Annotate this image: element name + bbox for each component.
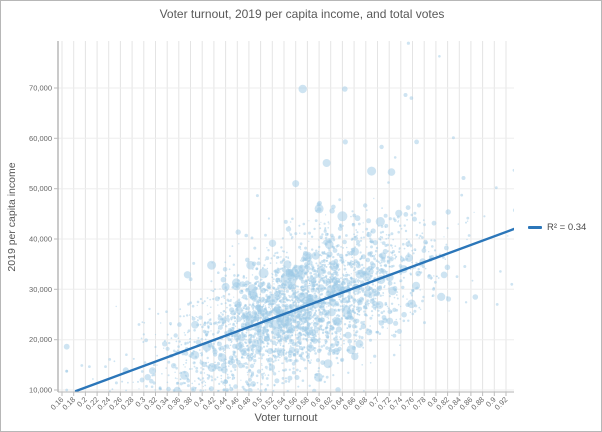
gridlines xyxy=(58,41,514,392)
svg-text:0.18: 0.18 xyxy=(60,395,77,412)
svg-text:0.58: 0.58 xyxy=(294,395,311,412)
svg-text:30,000: 30,000 xyxy=(29,285,52,294)
y-axis-title: 2019 per capita income xyxy=(6,162,18,272)
svg-text:70,000: 70,000 xyxy=(29,84,52,93)
svg-text:0.48: 0.48 xyxy=(236,395,253,412)
trendline-legend: R² = 0.34 xyxy=(528,222,586,233)
svg-text:20,000: 20,000 xyxy=(29,335,52,344)
trendline-swatch-icon xyxy=(528,226,542,229)
x-axis-title: Voter turnout xyxy=(254,412,318,424)
svg-text:0.88: 0.88 xyxy=(469,395,486,412)
trendline xyxy=(74,227,514,392)
svg-text:0.68: 0.68 xyxy=(353,395,370,412)
svg-text:40,000: 40,000 xyxy=(29,235,52,244)
svg-text:0.92: 0.92 xyxy=(493,395,510,412)
svg-text:50,000: 50,000 xyxy=(29,184,52,193)
svg-text:0.28: 0.28 xyxy=(119,395,136,412)
chart-title: Voter turnout, 2019 per capita income, a… xyxy=(159,7,445,21)
svg-text:10,000: 10,000 xyxy=(29,386,52,395)
axes xyxy=(54,41,514,396)
x-tick-labels: 0.160.180.20.220.240.260.280.30.320.340.… xyxy=(49,395,510,412)
svg-text:0.38: 0.38 xyxy=(177,395,194,412)
y-tick-labels: 10,000 20,000 30,000 40,000 50,000 60,000 70,0… xyxy=(29,84,52,395)
legend-label: R² = 0.34 xyxy=(547,222,587,233)
svg-text:0.78: 0.78 xyxy=(411,395,428,412)
svg-text:60,000: 60,000 xyxy=(29,134,52,143)
